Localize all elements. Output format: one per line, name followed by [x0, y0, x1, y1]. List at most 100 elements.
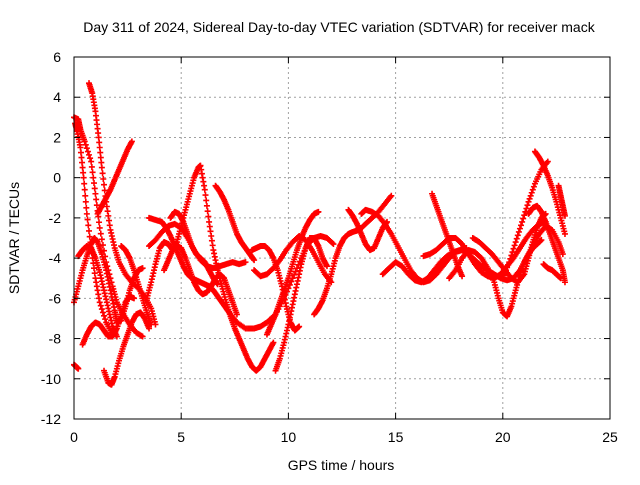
data-point — [528, 189, 535, 196]
data-point — [519, 218, 526, 225]
x-tick-label: 15 — [388, 429, 404, 445]
data-point — [92, 190, 99, 197]
series-arc-21 — [311, 192, 395, 318]
series-arc-32 — [540, 261, 564, 282]
data-point — [329, 240, 336, 247]
data-point — [514, 232, 521, 239]
chart-title: Day 311 of 2024, Sidereal Day-to-day VTE… — [83, 19, 595, 35]
data-point — [530, 183, 537, 190]
data-point — [202, 192, 209, 199]
x-tick-label: 20 — [495, 429, 511, 445]
data-point — [100, 176, 107, 183]
data-point — [508, 252, 515, 259]
series-arc-8 — [79, 293, 138, 348]
data-point — [148, 321, 155, 328]
data-point — [270, 339, 277, 346]
data-point — [85, 222, 92, 229]
y-tick-label: -12 — [41, 411, 61, 427]
data-point — [459, 273, 466, 280]
data-point — [96, 219, 103, 226]
data-point — [513, 235, 520, 242]
data-point — [78, 154, 85, 161]
data-point — [512, 239, 519, 246]
data-point — [296, 323, 303, 330]
data-point — [81, 186, 88, 193]
data-point — [93, 202, 100, 209]
data-point — [323, 263, 330, 270]
data-point — [506, 259, 513, 266]
data-point — [98, 236, 105, 243]
data-point — [388, 192, 395, 199]
series-arc-12 — [146, 214, 337, 332]
data-point — [84, 216, 91, 223]
series-arc-19 — [263, 208, 322, 338]
data-point — [251, 257, 258, 264]
data-point — [214, 281, 221, 288]
x-axis-label: GPS time / hours — [288, 457, 395, 473]
series-arc-15 — [167, 208, 221, 288]
data-point — [99, 309, 106, 316]
data-point — [86, 151, 93, 158]
data-point — [242, 259, 249, 266]
data-point — [139, 265, 146, 272]
data-point — [516, 225, 523, 232]
data-point — [81, 138, 88, 145]
data-point — [518, 222, 525, 229]
x-tick-label: 10 — [281, 429, 297, 445]
series-arc-22 — [345, 206, 391, 254]
data-point — [233, 311, 240, 318]
data-point — [99, 242, 106, 249]
y-tick-label: -6 — [49, 290, 62, 306]
series-arc-9 — [101, 309, 153, 388]
data-point — [96, 139, 103, 146]
data-point — [90, 174, 97, 181]
data-point — [101, 181, 108, 188]
y-tick-label: -8 — [49, 331, 62, 347]
data-point — [98, 159, 105, 166]
series-arc-30 — [531, 148, 568, 237]
data-layer — [71, 80, 568, 388]
plot-frame — [73, 56, 611, 420]
data-point — [561, 212, 568, 219]
data-point — [101, 187, 108, 194]
data-point — [520, 215, 527, 222]
data-point — [511, 242, 518, 249]
y-tick-label: 0 — [53, 170, 61, 186]
data-point — [99, 170, 106, 177]
data-point — [529, 186, 536, 193]
x-tick-label: 25 — [602, 429, 618, 445]
data-point — [88, 163, 95, 170]
data-point — [81, 180, 88, 187]
data-point — [86, 233, 93, 240]
y-tick-label: -10 — [41, 371, 61, 387]
data-point — [201, 186, 208, 193]
data-point — [83, 210, 90, 217]
data-point — [510, 245, 517, 252]
data-point — [101, 312, 108, 319]
data-point — [86, 227, 93, 234]
series-arc-1 — [71, 361, 82, 372]
data-point — [87, 155, 94, 162]
data-point — [91, 270, 98, 277]
y-tick-label: 2 — [53, 129, 61, 145]
series-arc-27 — [446, 237, 545, 320]
y-tick-label: 4 — [53, 89, 61, 105]
data-point — [527, 192, 534, 199]
data-point — [93, 196, 100, 203]
data-point — [82, 141, 89, 148]
data-point — [291, 271, 298, 278]
data-point — [561, 279, 568, 286]
series-arc-14 — [161, 243, 240, 318]
data-point — [521, 212, 528, 219]
data-point — [82, 198, 89, 205]
data-point — [98, 306, 105, 313]
data-point — [96, 144, 103, 151]
series-arc-5 — [94, 138, 135, 217]
series-arc-10 — [118, 243, 155, 328]
data-point — [83, 145, 90, 152]
data-point — [77, 144, 84, 151]
data-point — [79, 159, 86, 166]
data-point — [95, 134, 102, 141]
